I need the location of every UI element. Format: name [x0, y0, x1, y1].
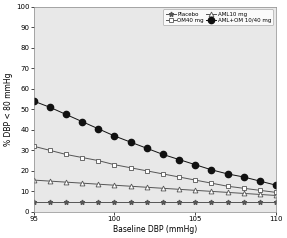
X-axis label: Baseline DBP (mmHg): Baseline DBP (mmHg) [113, 225, 197, 234]
AML+OM 10/40 mg [210, 169, 213, 171]
AML10 mg [145, 186, 148, 189]
Placebo [258, 200, 262, 203]
AML10 mg [274, 194, 278, 197]
Line: AML+OM 10/40 mg: AML+OM 10/40 mg [30, 98, 279, 188]
OM40 mg [258, 189, 262, 192]
Placebo [274, 200, 278, 203]
Placebo [242, 200, 245, 203]
OM40 mg [113, 163, 116, 166]
Placebo [193, 200, 197, 203]
OM40 mg [145, 169, 148, 172]
AML+OM 10/40 mg [193, 163, 197, 166]
Line: AML10 mg: AML10 mg [31, 178, 278, 198]
Line: OM40 mg: OM40 mg [31, 144, 278, 195]
OM40 mg [80, 156, 84, 159]
AML10 mg [258, 193, 262, 196]
Placebo [226, 200, 229, 203]
AML10 mg [32, 179, 35, 182]
AML+OM 10/40 mg [129, 141, 132, 144]
AML+OM 10/40 mg [161, 153, 165, 156]
AML+OM 10/40 mg [96, 127, 100, 130]
AML10 mg [113, 184, 116, 187]
AML10 mg [226, 191, 229, 194]
OM40 mg [161, 173, 165, 175]
Placebo [64, 200, 68, 203]
Placebo [113, 200, 116, 203]
Placebo [161, 200, 165, 203]
Placebo [210, 200, 213, 203]
AML+OM 10/40 mg [80, 120, 84, 123]
Placebo [48, 200, 51, 203]
OM40 mg [226, 185, 229, 188]
AML+OM 10/40 mg [177, 158, 181, 161]
Placebo [177, 200, 181, 203]
AML10 mg [80, 182, 84, 185]
Placebo [129, 200, 132, 203]
AML10 mg [129, 185, 132, 188]
OM40 mg [96, 159, 100, 162]
AML10 mg [64, 181, 68, 183]
OM40 mg [48, 149, 51, 152]
AML+OM 10/40 mg [48, 106, 51, 109]
OM40 mg [274, 191, 278, 194]
AML10 mg [210, 190, 213, 193]
Placebo [80, 200, 84, 203]
Line: Placebo: Placebo [31, 199, 278, 204]
AML+OM 10/40 mg [242, 176, 245, 178]
Y-axis label: % DBP < 80 mmHg: % DBP < 80 mmHg [4, 73, 13, 146]
AML+OM 10/40 mg [113, 134, 116, 137]
AML10 mg [177, 188, 181, 191]
OM40 mg [242, 187, 245, 190]
AML10 mg [242, 192, 245, 195]
AML+OM 10/40 mg [258, 180, 262, 183]
OM40 mg [193, 179, 197, 182]
AML+OM 10/40 mg [274, 184, 278, 187]
Placebo [145, 200, 148, 203]
AML10 mg [193, 189, 197, 192]
OM40 mg [129, 166, 132, 169]
AML+OM 10/40 mg [226, 173, 229, 175]
AML+OM 10/40 mg [32, 100, 35, 103]
AML10 mg [161, 187, 165, 190]
OM40 mg [64, 153, 68, 156]
AML10 mg [96, 183, 100, 186]
OM40 mg [32, 145, 35, 148]
OM40 mg [177, 176, 181, 178]
OM40 mg [210, 182, 213, 185]
Placebo [96, 200, 100, 203]
AML+OM 10/40 mg [145, 147, 148, 150]
Legend: Placebo, OM40 mg, AML10 mg, AML+OM 10/40 mg: Placebo, OM40 mg, AML10 mg, AML+OM 10/40… [163, 10, 273, 25]
Placebo [32, 200, 35, 203]
AML10 mg [48, 180, 51, 183]
AML+OM 10/40 mg [64, 113, 68, 116]
